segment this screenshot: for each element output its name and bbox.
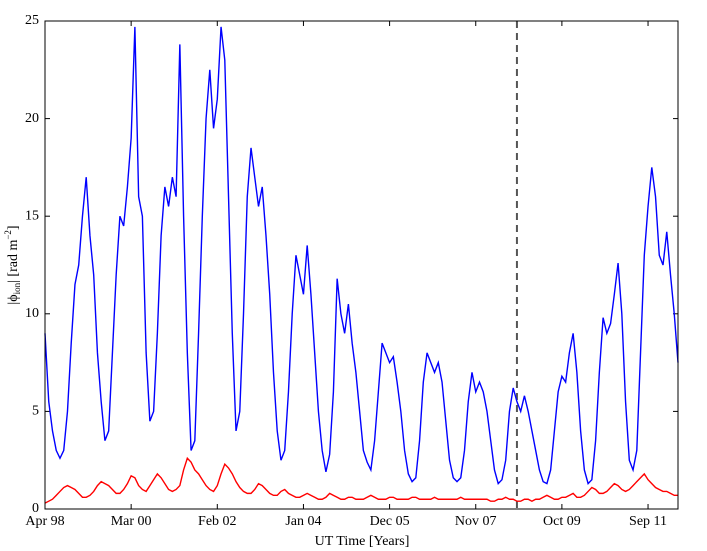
y-tick-label: 25 <box>25 13 39 28</box>
x-tick-label: Apr 98 <box>25 514 64 529</box>
x-tick-label: Mar 00 <box>111 514 152 529</box>
y-tick-label: 20 <box>25 111 39 126</box>
x-tick-label: Jan 04 <box>285 514 321 529</box>
plot-frame <box>44 20 679 510</box>
y-label-part: |ϕ <box>6 294 21 304</box>
y-tick-label: 10 <box>25 306 39 321</box>
y-tick-label: 15 <box>25 208 39 223</box>
x-tick-label: Feb 02 <box>198 514 237 529</box>
y-label-part: −2 <box>3 230 13 240</box>
y-tick-label: 5 <box>32 404 39 419</box>
y-axis-label: |ϕion| [rad m−2] <box>3 225 22 304</box>
x-axis-label: UT Time [Years] <box>315 534 410 549</box>
y-label-part: ion <box>12 282 22 294</box>
x-tick-label: Dec 05 <box>370 514 410 529</box>
x-tick-label: Oct 09 <box>543 514 581 529</box>
x-tick-label: Nov 07 <box>455 514 497 529</box>
y-tick-label: 0 <box>32 501 39 516</box>
x-tick-label: Sep 11 <box>629 514 667 529</box>
y-label-part: | [rad m <box>6 240 21 283</box>
y-label-part: ] <box>6 225 21 230</box>
data-line <box>44 26 679 485</box>
data-line <box>44 456 678 504</box>
